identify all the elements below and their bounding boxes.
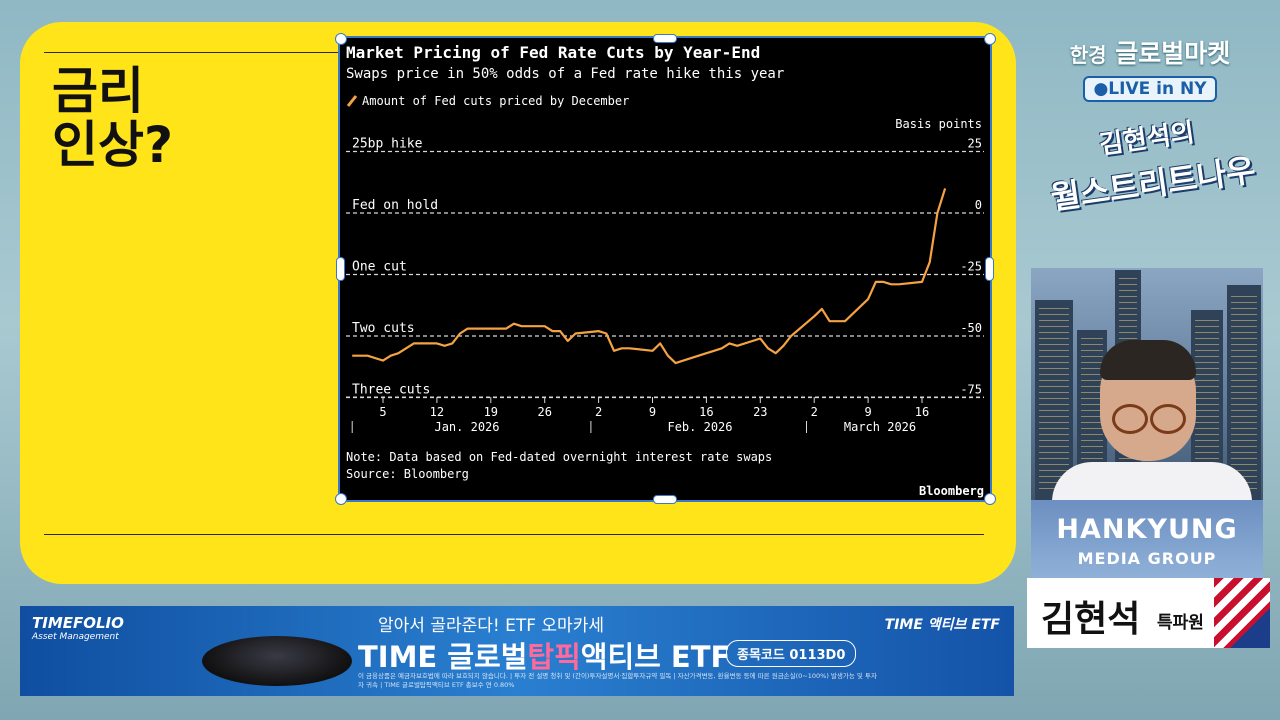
legend-swatch: [346, 95, 358, 107]
month-label: March 2026: [844, 420, 916, 434]
anchor-shirt: [1052, 462, 1252, 502]
us-flag-icon: [1214, 578, 1270, 648]
x-tick-label: 19: [484, 405, 498, 419]
slide-top-rule: [44, 52, 342, 53]
anchor-name: 김현석: [1041, 599, 1141, 640]
slide-bottom-rule: [44, 534, 984, 535]
x-tick-label: 26: [537, 405, 551, 419]
anchor-title: 특파원: [1157, 613, 1204, 633]
y-tick-label: 25: [968, 137, 982, 151]
month-label: Feb. 2026: [667, 420, 732, 434]
ad-company-logo: TIMEFOLIO Asset Management: [32, 614, 124, 642]
y-unit-label: Basis points: [895, 117, 982, 131]
x-tick-label: 23: [753, 405, 767, 419]
glasses-left: [1112, 404, 1148, 434]
reference-label: Three cuts: [352, 383, 430, 398]
resize-handle-tr[interactable]: [984, 33, 996, 45]
channel-logo: 한경 글로벌마켓 ●LIVE in NY: [1040, 34, 1260, 102]
x-tick-label: 9: [864, 405, 871, 419]
month-label: Jan. 2026: [434, 420, 499, 434]
series-line: [352, 188, 947, 365]
chart-source: Source: Bloomberg: [346, 467, 469, 481]
y-tick-label: -25: [960, 260, 982, 274]
chart-subtitle: Swaps price in 50% odds of a Fed rate hi…: [346, 66, 784, 82]
x-tick-label: 2: [811, 405, 818, 419]
org-line2: MEDIA GROUP: [1077, 549, 1217, 568]
y-tick-label: -50: [960, 321, 982, 335]
x-tick-label: 5: [379, 405, 386, 419]
resize-handle-right[interactable]: [985, 257, 994, 281]
y-tick-label: 0: [975, 198, 982, 212]
resize-handle-bottom[interactable]: [653, 495, 677, 504]
org-line1: HANKYUNG: [1056, 514, 1238, 545]
anchor-hair: [1100, 340, 1196, 380]
reference-label: Two cuts: [352, 321, 415, 336]
resize-handle-left[interactable]: [336, 257, 345, 281]
x-tick-label: 12: [430, 405, 444, 419]
resize-handle-tl[interactable]: [335, 33, 347, 45]
chart-credit: Bloomberg: [919, 484, 984, 498]
resize-handle-top[interactable]: [653, 34, 677, 43]
x-tick-label: 16: [699, 405, 713, 419]
x-tick-label: 9: [649, 405, 656, 419]
fed-cuts-chart: Market Pricing of Fed Rate Cuts by Year-…: [346, 43, 984, 498]
chart-image[interactable]: Market Pricing of Fed Rate Cuts by Year-…: [338, 36, 992, 502]
slide-headline: 금리 인상?: [52, 62, 174, 174]
reference-label: One cut: [352, 260, 407, 275]
media-group-box: HANKYUNG MEDIA GROUP: [1031, 500, 1263, 578]
legend-label: Amount of Fed cuts priced by December: [362, 94, 629, 108]
y-tick-label: -75: [960, 383, 982, 397]
x-tick-label: 2: [595, 405, 602, 419]
show-title: 김현석의 월스트리트나우: [1035, 103, 1265, 220]
ad-fine-print: 이 금융상품은 예금자보호법에 따라 보호되지 않습니다. | 투자 전 설명 …: [358, 672, 877, 689]
reference-label: Fed on hold: [352, 198, 438, 213]
glasses-right: [1150, 404, 1186, 434]
chart-title: Market Pricing of Fed Rate Cuts by Year-…: [346, 43, 760, 62]
hk-logo: 한경: [1069, 43, 1107, 67]
ad-product-code: 종목코드 0113D0: [726, 640, 857, 667]
live-badge: ●LIVE in NY: [1083, 76, 1217, 102]
channel-name: 글로벌마켓: [1115, 39, 1231, 68]
ad-main-text: TIME 글로벌탑픽액티브 ETF: [358, 640, 731, 674]
resize-handle-bl[interactable]: [335, 493, 347, 505]
ad-subhead: 알아서 골라준다! ETF 오마카세: [378, 616, 604, 636]
x-tick-label: 16: [915, 405, 929, 419]
ad-brand: TIME 액티브 ETF: [884, 617, 1000, 633]
ad-plate-image: [202, 636, 352, 686]
chart-note: Note: Data based on Fed-dated overnight …: [346, 450, 772, 464]
reference-label: 25bp hike: [352, 137, 423, 152]
ad-banner[interactable]: TIMEFOLIO Asset Management 알아서 골라준다! ETF …: [20, 606, 1014, 696]
resize-handle-br[interactable]: [984, 493, 996, 505]
